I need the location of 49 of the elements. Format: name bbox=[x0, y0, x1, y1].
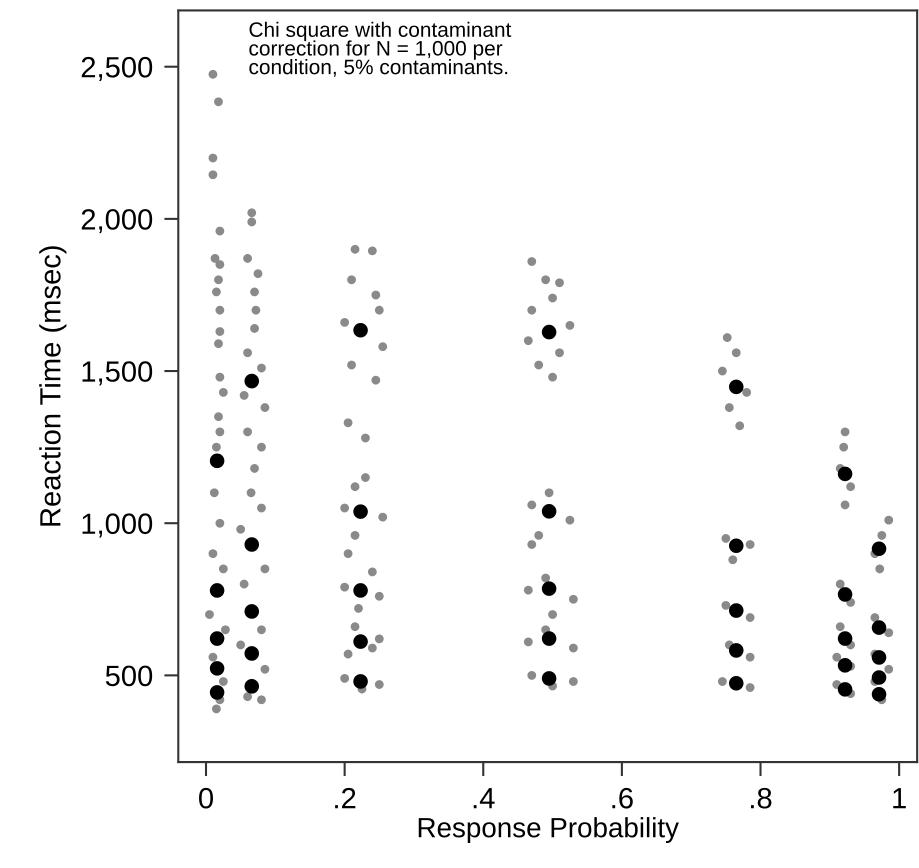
point bbox=[542, 631, 556, 646]
point bbox=[872, 620, 886, 635]
point bbox=[728, 676, 744, 691]
point bbox=[838, 466, 852, 482]
point bbox=[353, 674, 368, 689]
x-tick-label: .6 bbox=[612, 788, 633, 809]
point bbox=[210, 583, 224, 598]
point bbox=[838, 587, 852, 602]
point bbox=[728, 603, 744, 618]
point bbox=[353, 322, 368, 338]
point bbox=[210, 631, 224, 646]
point bbox=[244, 537, 260, 552]
point bbox=[542, 581, 556, 596]
x-axis-title: Response Probability bbox=[418, 817, 679, 843]
point bbox=[872, 541, 886, 556]
point bbox=[872, 686, 886, 702]
x-tick-label: 0 bbox=[199, 788, 213, 809]
point bbox=[244, 646, 260, 661]
annotation: Chi square with contaminant correction for N = 1,000 per condition, 5% contaminants. bbox=[249, 22, 512, 77]
point bbox=[353, 583, 368, 598]
y-tick-label: 2,000 bbox=[82, 209, 152, 234]
point bbox=[728, 380, 744, 394]
point bbox=[728, 643, 744, 658]
point bbox=[728, 538, 744, 554]
y-tick-label: 1,000 bbox=[82, 513, 152, 538]
point bbox=[244, 679, 260, 694]
point bbox=[210, 454, 224, 468]
point bbox=[872, 650, 886, 665]
point bbox=[872, 670, 886, 685]
point bbox=[353, 634, 368, 649]
point bbox=[210, 685, 224, 700]
point bbox=[838, 658, 852, 673]
point bbox=[542, 324, 556, 340]
x-tick-label: 1 bbox=[893, 788, 906, 808]
x-tick-label: .8 bbox=[751, 788, 772, 809]
x-tick-label: .2 bbox=[335, 788, 356, 808]
y-tick-label: 500 bbox=[106, 666, 152, 686]
point bbox=[838, 682, 852, 697]
y-tick-label: 2,500 bbox=[82, 56, 152, 82]
x-tick-label: .4 bbox=[474, 788, 495, 808]
point bbox=[353, 504, 368, 519]
point bbox=[542, 504, 556, 519]
point bbox=[542, 671, 556, 686]
point bbox=[210, 661, 224, 676]
point bbox=[244, 604, 260, 619]
y-axis-title: Reaction Time (msec) bbox=[39, 246, 66, 526]
y-tick-label: 1,500 bbox=[82, 361, 152, 386]
point bbox=[244, 374, 260, 388]
point bbox=[838, 631, 852, 646]
